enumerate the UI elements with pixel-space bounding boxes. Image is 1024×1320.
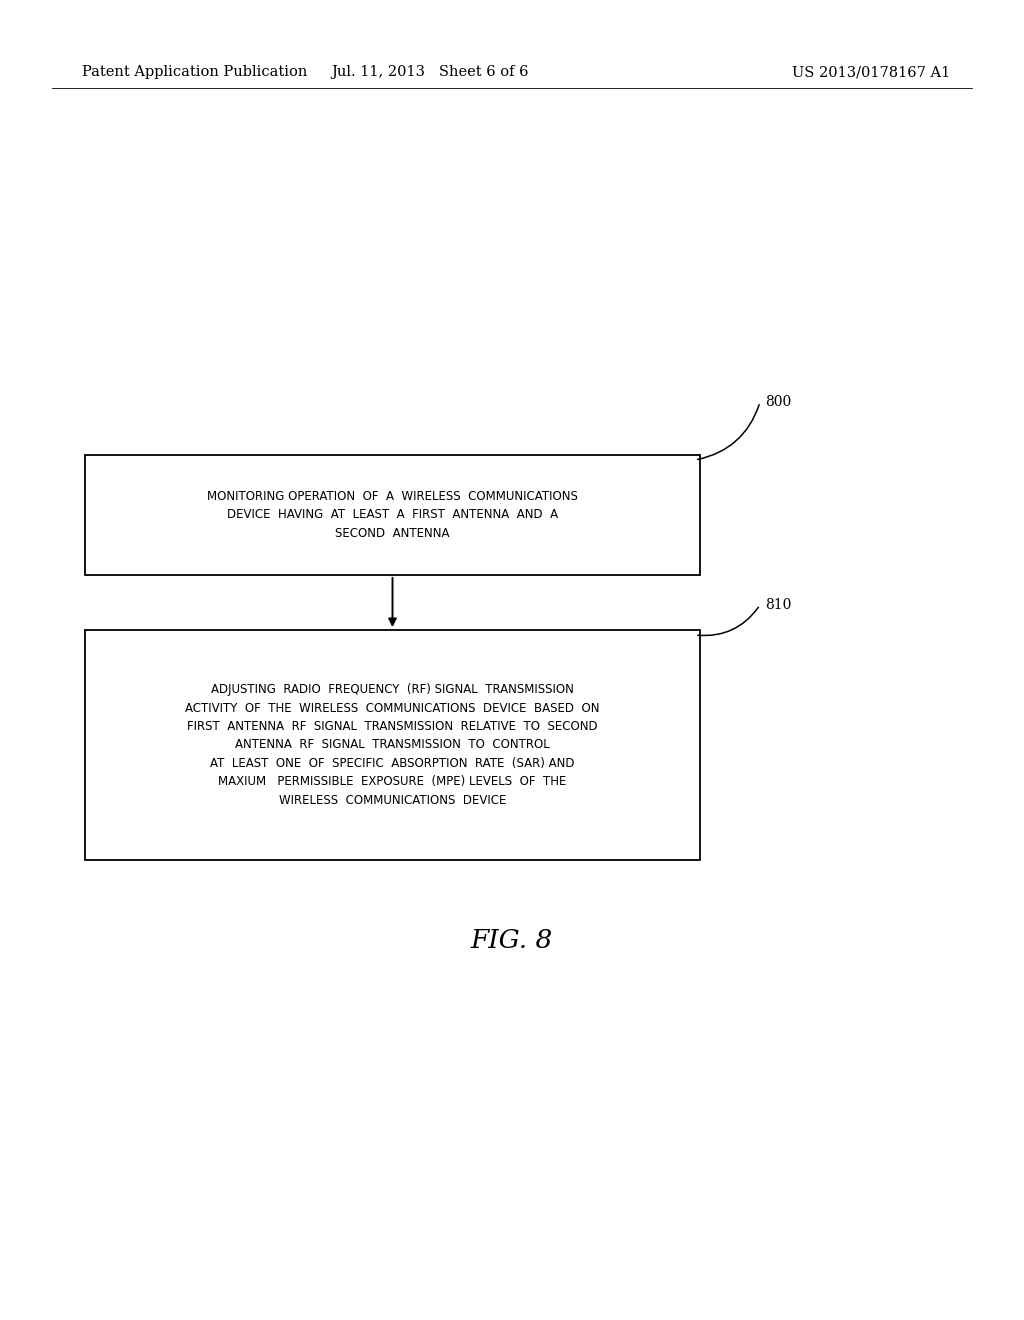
Text: US 2013/0178167 A1: US 2013/0178167 A1 (792, 65, 950, 79)
Bar (85, 455, 700, 576)
Bar (85, 630, 700, 861)
Text: FIG. 8: FIG. 8 (471, 928, 553, 953)
Text: Patent Application Publication: Patent Application Publication (82, 65, 307, 79)
Text: Jul. 11, 2013   Sheet 6 of 6: Jul. 11, 2013 Sheet 6 of 6 (331, 65, 528, 79)
Text: MONITORING OPERATION  OF  A  WIRELESS  COMMUNICATIONS
DEVICE  HAVING  AT  LEAST : MONITORING OPERATION OF A WIRELESS COMMU… (207, 490, 578, 540)
Text: 800: 800 (765, 395, 792, 409)
Text: ADJUSTING  RADIO  FREQUENCY  (RF) SIGNAL  TRANSMISSION
ACTIVITY  OF  THE  WIRELE: ADJUSTING RADIO FREQUENCY (RF) SIGNAL TR… (185, 682, 600, 807)
Text: 810: 810 (765, 598, 792, 612)
